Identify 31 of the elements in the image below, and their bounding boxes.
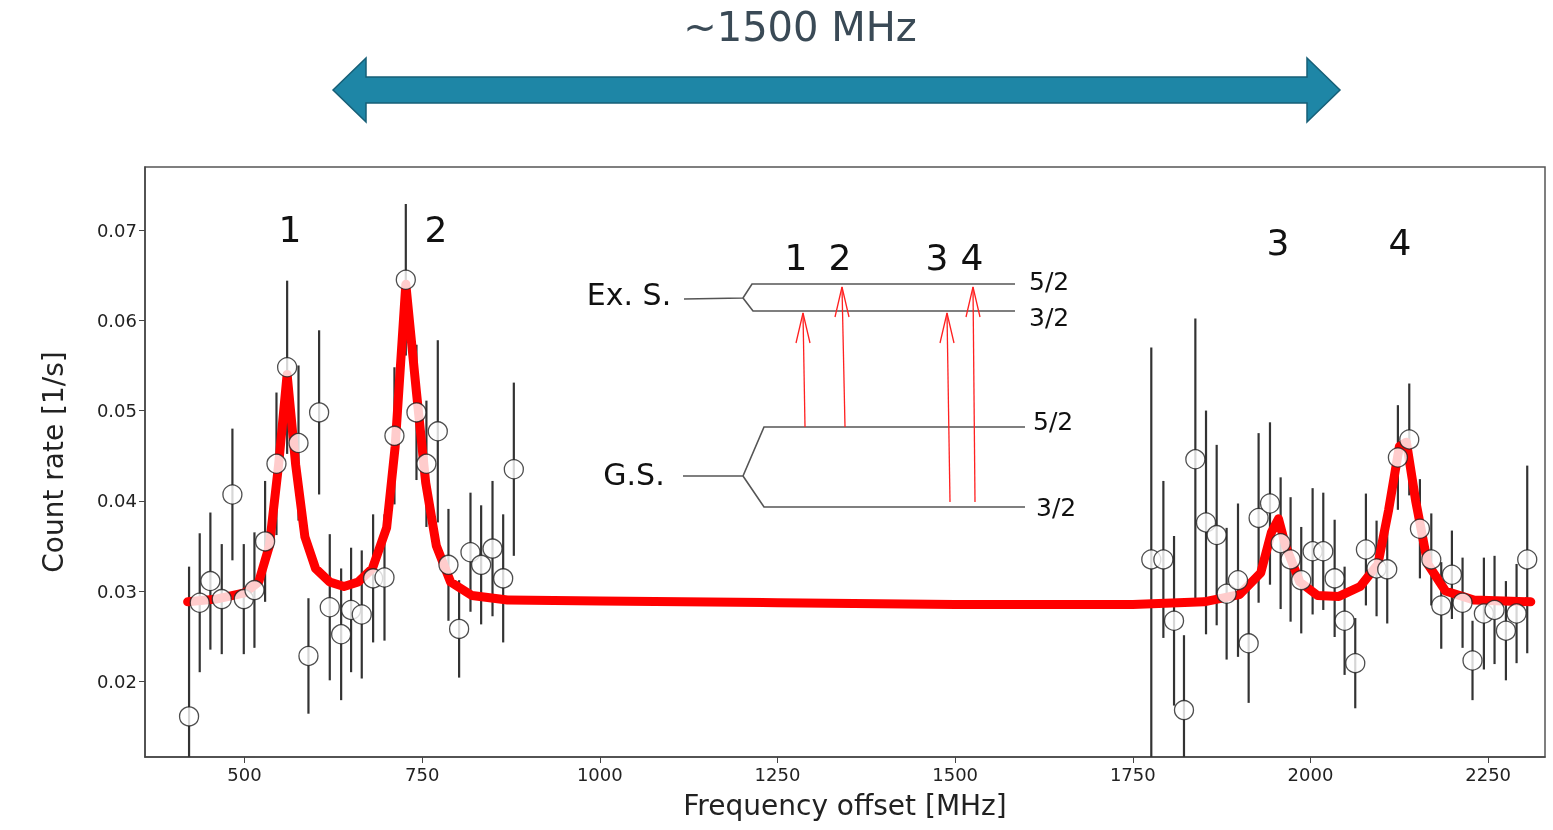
x-tick-label: 2000 xyxy=(1287,763,1334,785)
annotation: 2 xyxy=(424,209,448,250)
annotation: Ex. S. xyxy=(586,276,672,312)
annotation: 5/2 xyxy=(1029,267,1070,296)
y-tick-label: 0.06 xyxy=(96,309,137,331)
x-tick-label: 1750 xyxy=(1109,763,1156,785)
annotation: 2 xyxy=(828,237,852,278)
annotation: 4 xyxy=(1388,222,1412,263)
x-tick-label: 1000 xyxy=(576,763,623,785)
y-tick-label: 0.03 xyxy=(96,580,137,602)
y-tick-label: 0.05 xyxy=(96,400,137,422)
y-tick-label: 0.04 xyxy=(96,490,137,512)
x-tick-label: 750 xyxy=(404,763,440,785)
text: ~1500 MHz xyxy=(683,4,917,50)
annotation: 4 xyxy=(960,237,984,278)
y-tick-label: 0.07 xyxy=(96,219,137,241)
x-tick-label: 1500 xyxy=(932,763,979,785)
annotation: 1 xyxy=(278,209,302,250)
y-axis-title: Count rate [1/s] xyxy=(36,351,70,573)
x-tick-label: 500 xyxy=(227,763,262,785)
annotation: 1 xyxy=(784,237,808,278)
y-tick-label: 0.02 xyxy=(96,670,137,692)
annotation: 3/2 xyxy=(1036,493,1077,522)
annotation: G.S. xyxy=(603,456,665,492)
annotation: 5/2 xyxy=(1033,407,1074,436)
annotation: 3/2 xyxy=(1029,303,1070,332)
x-tick-label: 1250 xyxy=(754,763,801,785)
x-tick-label: 2250 xyxy=(1465,763,1512,785)
annotation: 3 xyxy=(1266,222,1290,263)
annotation: 3 xyxy=(925,237,949,278)
x-axis-title: Frequency offset [MHz] xyxy=(683,788,1007,822)
